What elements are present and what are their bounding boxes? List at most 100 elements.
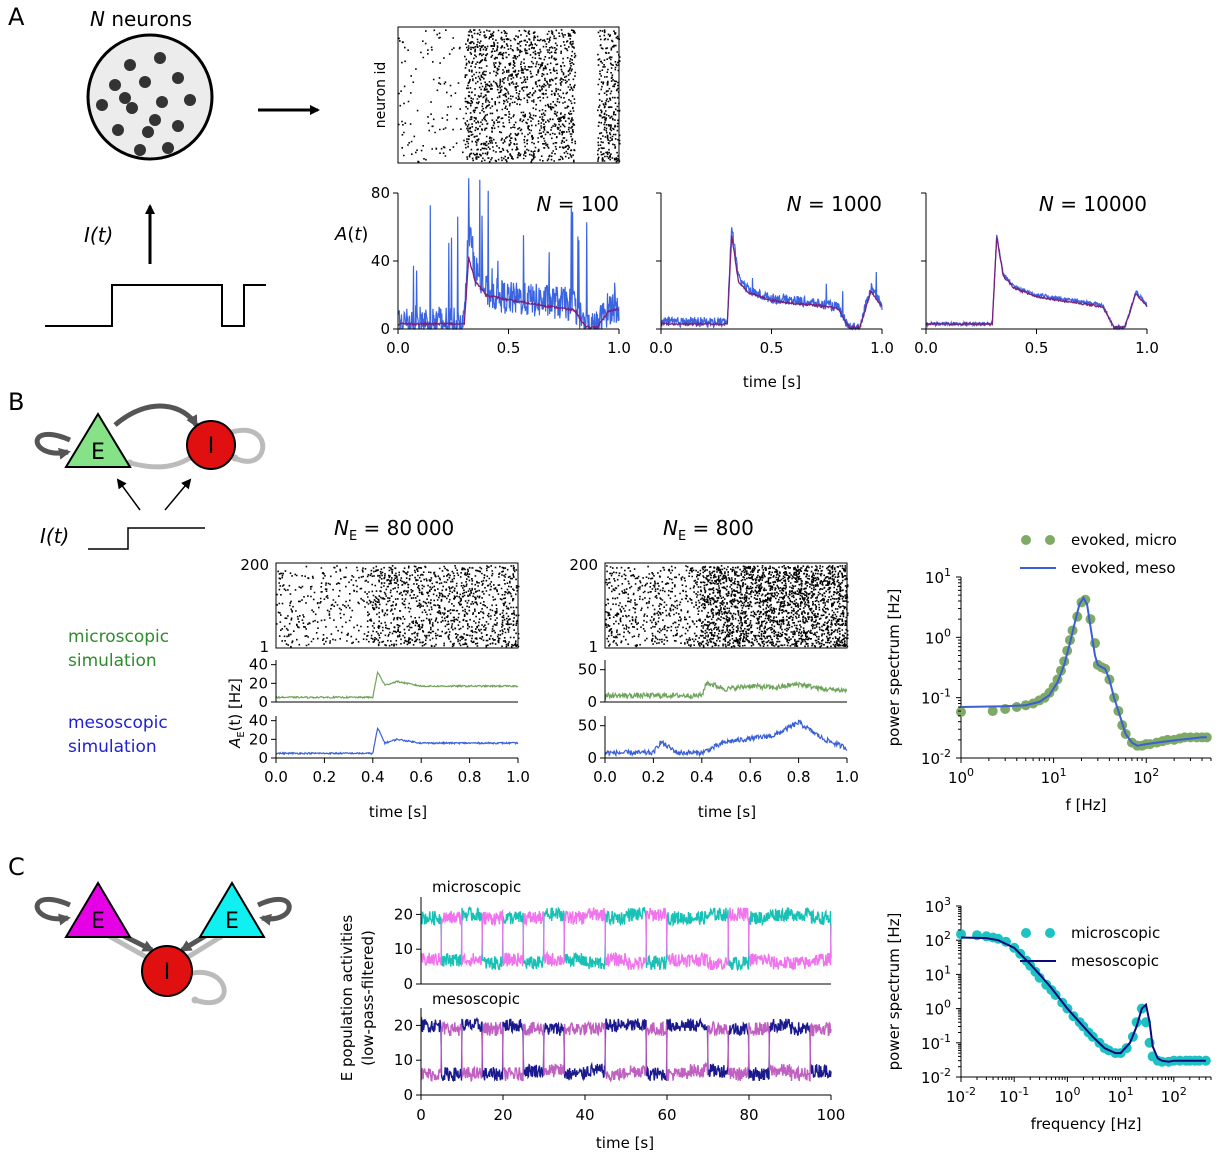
legend-marker-micro <box>1021 928 1031 938</box>
c-ylabel-line2: (low-pass-filtered) <box>359 930 377 1066</box>
x-tick-label: 10-1 <box>999 1085 1029 1106</box>
y-tick-label: 200 <box>240 556 269 574</box>
b-xlabel-right: time [s] <box>698 803 756 821</box>
x-tick-label: 101 <box>1041 766 1067 787</box>
x-tick-label: 0.4 <box>690 768 714 786</box>
neuron-dots <box>96 52 196 156</box>
y-tick-label: 10-2 <box>921 747 951 768</box>
x-tick-label: 10-2 <box>946 1085 976 1106</box>
y-tick-label: 102 <box>925 929 951 950</box>
a-activity-plot: 0.0 0.5 1.0 N = 10000 <box>914 192 1159 357</box>
x-tick-label: 20 <box>493 1106 512 1124</box>
y-tick-label: 10-1 <box>921 687 951 708</box>
c-ylabel-line1: E population activities <box>338 915 356 1082</box>
b-input-label: I(t) <box>40 524 69 548</box>
x-tick-label: 0.0 <box>914 339 938 357</box>
b-activity-micro <box>275 670 519 700</box>
y-tick-label: 40 <box>249 656 268 674</box>
x-tick-label: 1.0 <box>506 768 530 786</box>
y-tick-label: 50 <box>578 661 597 679</box>
a-trace-purple <box>925 236 1148 330</box>
y-tick-label: 80 <box>371 184 390 202</box>
b-input-arrow-e <box>116 478 141 511</box>
b-input-step <box>88 527 205 550</box>
b-raster-frame <box>604 562 848 649</box>
y-tick-label: 40 <box>371 252 390 270</box>
a-trace-blue <box>397 178 620 330</box>
a-plot-title: N = 1000 <box>787 192 882 216</box>
c-e1-self-arrow <box>34 897 72 926</box>
y-tick-label: 101 <box>925 566 951 587</box>
y-tick-label: 20 <box>394 1016 413 1034</box>
neuron-dot <box>139 76 151 88</box>
x-tick-label: 0.5 <box>760 339 784 357</box>
a-activity-plot: 0.0 0.5 1.0 N = 1000 <box>649 192 894 357</box>
y-tick-label: 20 <box>249 730 268 748</box>
spectrum-point <box>987 706 998 717</box>
b-xlabel-left: time [s] <box>369 803 427 821</box>
b-col-title-80000: NE = 80 000 <box>334 516 454 544</box>
y-tick-label: 10 <box>394 940 413 958</box>
y-tick-label: 0 <box>258 693 268 711</box>
a-plot-title: N = 100 <box>536 192 619 216</box>
c-e1-population <box>64 881 132 938</box>
y-tick-label: 103 <box>925 895 951 916</box>
x-tick-label: 102 <box>1133 766 1159 787</box>
c-trace <box>420 906 832 972</box>
y-tick-label: 0 <box>258 749 268 767</box>
spectrum-point <box>1011 702 1022 713</box>
b-spectrum-plot: 100 101 102 10-2 10-1 100 101 f [Hz] power spect… <box>885 531 1212 814</box>
x-tick-label: 0.5 <box>1025 339 1049 357</box>
x-tick-label: 60 <box>657 1106 676 1124</box>
b-activity-micro <box>604 680 848 701</box>
y-tick-label: 40 <box>249 712 268 730</box>
legend-label-micro: microscopic <box>1071 924 1160 942</box>
c-e2-self-arrow <box>256 897 292 926</box>
c-e1-label: E <box>91 909 105 934</box>
y-tick-label: 100 <box>925 626 951 647</box>
a-trace-purple <box>397 256 620 330</box>
x-tick-label: 0.0 <box>649 339 673 357</box>
legend-marker-micro <box>1045 535 1055 545</box>
raster-spikes <box>605 565 849 648</box>
c-e2-label: E <box>225 909 239 934</box>
spectrum-point <box>1034 972 1045 983</box>
b-raster-frame <box>275 562 519 649</box>
y-tick-label: 100 <box>925 998 951 1019</box>
neuron-dot <box>126 102 138 114</box>
legend-marker-micro <box>1021 535 1031 545</box>
y-tick-label: 0 <box>587 693 597 711</box>
a-schematic-title: N neurons <box>90 7 192 31</box>
neuron-dot <box>149 114 161 126</box>
x-tick-label: 80 <box>739 1106 758 1124</box>
x-tick-label: 1.0 <box>1135 339 1159 357</box>
b-legend-micro-line1: microscopic <box>68 627 169 647</box>
b-col-title-800: NE = 800 <box>663 516 754 544</box>
b-e-to-i-arrow <box>113 403 199 428</box>
x-tick-label: 0.8 <box>458 768 482 786</box>
x-tick-label: 0.0 <box>264 768 288 786</box>
a-trace-blue <box>660 227 883 332</box>
y-tick-label: 10 <box>394 1051 413 1069</box>
x-tick-label: 0.8 <box>787 768 811 786</box>
a-trace-ylabel: A(t) <box>334 224 368 245</box>
c-i-population <box>141 945 193 997</box>
x-tick-label: 0.0 <box>593 768 617 786</box>
b-i-self-arrow <box>231 427 266 464</box>
y-tick-label: 1 <box>588 638 598 656</box>
panel-letter-b: B <box>8 388 24 416</box>
c-trace <box>420 1020 832 1083</box>
y-tick-label: 50 <box>578 717 597 735</box>
y-tick-label: 0 <box>380 320 390 338</box>
x-tick-label: 100 <box>948 766 974 787</box>
x-tick-label: 1.0 <box>835 768 859 786</box>
b-i-to-e-arrow <box>126 455 192 470</box>
a-raster-frame <box>397 26 620 164</box>
legend-label-micro: evoked, micro <box>1071 531 1177 549</box>
y-tick-label: 0 <box>403 1086 413 1104</box>
c-spectrum-plot: 10-2 10-1 100 101 102 10-2 10-1 100 101 102 103 fre… <box>885 895 1212 1133</box>
spectrum-line <box>960 595 1207 747</box>
neuron-dot <box>156 96 168 108</box>
b-e-self-arrow <box>34 432 72 460</box>
